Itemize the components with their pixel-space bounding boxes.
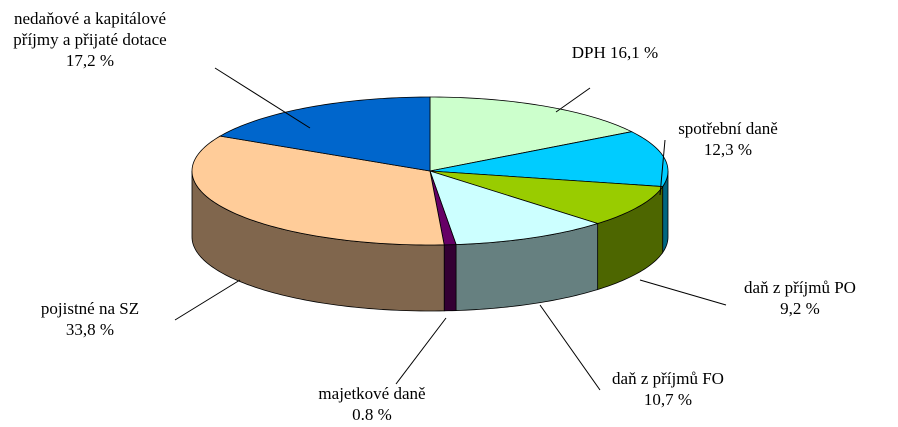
slice-label: majetkové daně 0.8 % xyxy=(292,383,452,425)
pie-slice-side xyxy=(443,244,457,312)
leader-line xyxy=(214,67,311,129)
leader-line xyxy=(639,279,727,306)
category-name: nedaňové a kapitálové příjmy a přijaté d… xyxy=(13,9,167,49)
slice-label: daň z příjmů PO 9,2 % xyxy=(715,277,885,319)
slice-label: DPH 16,1 % xyxy=(515,42,715,63)
value-label: 33,8 % xyxy=(65,320,115,339)
leader-line xyxy=(659,139,666,196)
pie-slice xyxy=(429,170,664,224)
slice-label: nedaňové a kapitálové příjmy a přijaté d… xyxy=(5,8,175,71)
category-name: spotřební daně xyxy=(678,119,778,138)
pie-slice xyxy=(429,96,633,172)
leader-line xyxy=(539,304,601,391)
category-name: daň z příjmů PO xyxy=(744,278,856,297)
value-label: 0.8 % xyxy=(352,405,392,424)
pie-slice xyxy=(429,131,669,187)
slice-label: spotřební daně 12,3 % xyxy=(648,118,808,160)
leader-line xyxy=(555,87,591,113)
pie-slice xyxy=(218,96,431,172)
category-name: DPH xyxy=(571,43,606,62)
category-name: daň z příjmů FO xyxy=(612,369,724,388)
value-label: 17,2 % xyxy=(65,51,115,70)
value-label: 9,2 % xyxy=(780,299,820,318)
leader-line xyxy=(174,279,241,321)
category-name: majetkové daně xyxy=(318,384,426,403)
leader-line xyxy=(395,317,447,385)
pie-slice xyxy=(429,170,599,245)
value-label: 10,7 % xyxy=(643,390,693,409)
slice-label: daň z příjmů FO 10,7 % xyxy=(588,368,748,410)
value-label: 12,3 % xyxy=(703,140,753,159)
category-name: pojistné na SZ xyxy=(40,299,140,318)
slice-label: pojistné na SZ 33,8 % xyxy=(5,298,175,340)
pie-slice xyxy=(191,135,445,246)
value-label: 16,1 % xyxy=(610,43,659,62)
